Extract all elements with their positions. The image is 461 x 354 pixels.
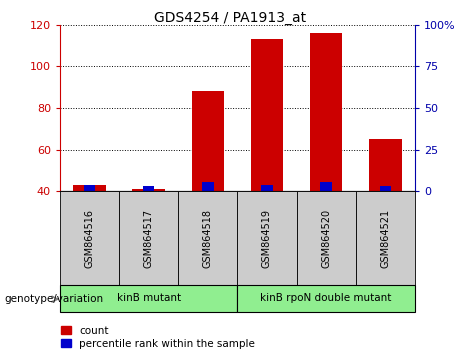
Bar [192,91,224,191]
Text: GSM864521: GSM864521 [380,209,390,268]
Text: GSM864517: GSM864517 [144,209,154,268]
Bar [60,191,119,285]
Bar [251,39,283,191]
Text: genotype/variation: genotype/variation [5,294,104,304]
Bar [237,285,415,312]
Bar [237,191,296,285]
Bar [73,185,106,191]
Text: GSM864520: GSM864520 [321,209,331,268]
Bar [261,185,273,191]
Legend: count, percentile rank within the sample: count, percentile rank within the sample [60,326,255,349]
Bar [60,285,237,312]
Text: GDS4254 / PA1913_at: GDS4254 / PA1913_at [154,11,307,25]
Text: GSM864516: GSM864516 [84,209,95,268]
Bar [132,189,165,191]
Bar [310,33,343,191]
Bar [202,182,213,191]
Bar [84,185,95,191]
Bar [379,186,391,191]
Bar [178,191,237,285]
Text: kinB rpoN double mutant: kinB rpoN double mutant [260,293,392,303]
Text: GSM864518: GSM864518 [203,209,213,268]
Bar [296,191,356,285]
Bar [320,182,332,191]
Text: kinB mutant: kinB mutant [117,293,181,303]
Bar [119,191,178,285]
Bar [369,139,402,191]
Bar [143,186,154,191]
Text: GSM864519: GSM864519 [262,209,272,268]
Bar [356,191,415,285]
